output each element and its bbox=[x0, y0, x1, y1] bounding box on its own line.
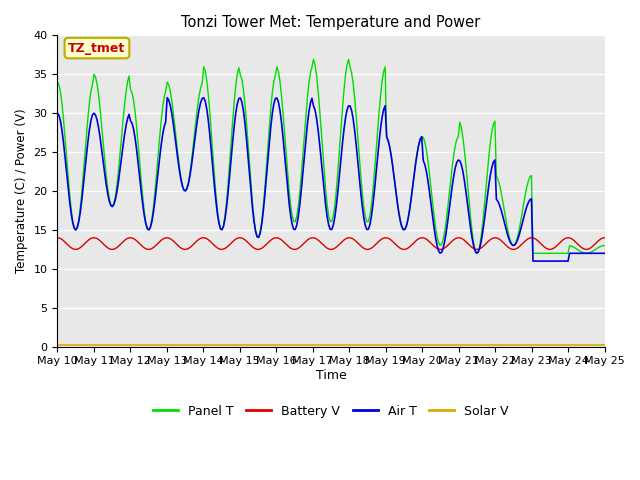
Panel T bbox=[293, 214, 301, 219]
Air T bbox=[294, 214, 302, 220]
Battery V bbox=[54, 235, 61, 240]
Solar V bbox=[293, 342, 301, 348]
Battery V bbox=[572, 239, 579, 245]
Line: Air T: Air T bbox=[58, 97, 605, 261]
Legend: Panel T, Battery V, Air T, Solar V: Panel T, Battery V, Air T, Solar V bbox=[148, 400, 514, 423]
Solar V bbox=[601, 342, 609, 348]
Text: TZ_tmet: TZ_tmet bbox=[68, 42, 125, 55]
Air T bbox=[163, 95, 171, 100]
Panel T bbox=[529, 251, 537, 256]
Battery V bbox=[236, 235, 244, 240]
Y-axis label: Temperature (C) / Power (V): Temperature (C) / Power (V) bbox=[15, 108, 28, 273]
Solar V bbox=[54, 342, 61, 348]
Panel T bbox=[573, 246, 581, 252]
Solar V bbox=[235, 342, 243, 348]
Line: Panel T: Panel T bbox=[58, 60, 605, 253]
Solar V bbox=[244, 342, 252, 348]
Title: Tonzi Tower Met: Temperature and Power: Tonzi Tower Met: Temperature and Power bbox=[181, 15, 481, 30]
Air T bbox=[120, 132, 128, 138]
Panel T bbox=[120, 103, 128, 108]
Battery V bbox=[601, 235, 609, 240]
Air T bbox=[601, 251, 609, 256]
Panel T bbox=[54, 79, 61, 85]
Panel T bbox=[310, 57, 317, 62]
Battery V bbox=[122, 237, 130, 242]
Panel T bbox=[217, 226, 225, 231]
Air T bbox=[218, 227, 226, 233]
Solar V bbox=[570, 342, 578, 348]
Panel T bbox=[601, 242, 609, 248]
Air T bbox=[54, 110, 61, 116]
Panel T bbox=[244, 139, 252, 145]
Air T bbox=[236, 95, 244, 101]
Battery V bbox=[294, 245, 302, 251]
Battery V bbox=[246, 241, 253, 247]
X-axis label: Time: Time bbox=[316, 369, 346, 382]
Battery V bbox=[72, 247, 79, 252]
Air T bbox=[246, 171, 253, 177]
Line: Battery V: Battery V bbox=[58, 238, 605, 250]
Air T bbox=[573, 251, 581, 256]
Panel T bbox=[235, 65, 243, 71]
Solar V bbox=[217, 342, 225, 348]
Solar V bbox=[120, 342, 128, 348]
Air T bbox=[529, 258, 537, 264]
Battery V bbox=[218, 247, 226, 252]
